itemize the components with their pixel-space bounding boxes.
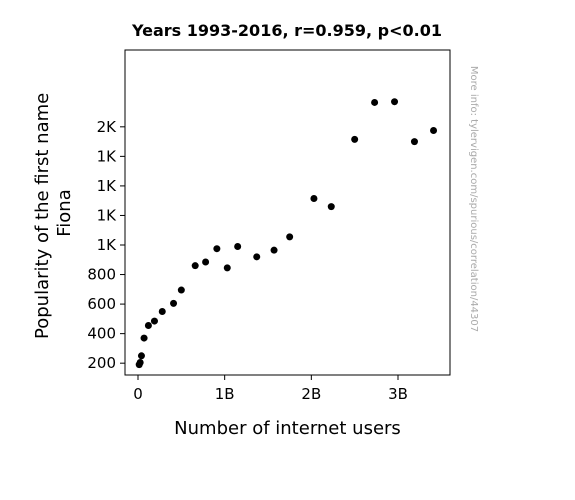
data-point (191, 262, 199, 270)
data-point (371, 98, 379, 106)
data-point (327, 203, 335, 211)
y-axis-title: Popularity of the first name Fiona (32, 87, 75, 339)
y-tick-label: 200 (87, 354, 116, 372)
y-axis: 200 400 600 800 1K 1K 1K 1K 2K (87, 118, 125, 372)
data-point (150, 317, 158, 325)
chart-title: Years 1993-2016, r=0.959, p<0.01 (131, 21, 442, 40)
y-tick-label: 1K (97, 236, 118, 254)
y-tick-label: 1K (97, 206, 118, 224)
y-tick-label: 1K (97, 177, 118, 195)
y-axis-title-line-1: Popularity of the first name (32, 93, 53, 339)
data-points (135, 98, 438, 369)
data-point (140, 334, 148, 342)
y-tick-label: 800 (87, 266, 116, 284)
x-tick-label: 1B (215, 385, 235, 403)
data-point (286, 233, 294, 241)
data-point (177, 286, 185, 294)
data-point (310, 194, 318, 202)
y-tick-label: 400 (87, 325, 116, 343)
data-point (351, 135, 359, 143)
x-axis-title: Number of internet users (174, 418, 401, 439)
data-point (253, 253, 261, 261)
data-point (270, 246, 278, 254)
data-point (410, 138, 418, 146)
data-point (136, 358, 144, 366)
data-point (391, 98, 399, 106)
x-axis: 0 1B 2B 3B (133, 375, 408, 403)
data-point (223, 264, 231, 272)
y-tick-label: 600 (87, 295, 116, 313)
data-point (170, 299, 178, 307)
data-point (144, 322, 152, 330)
data-point (213, 245, 221, 253)
watermark-source-note: More info: tylervigen.com/spurious/corre… (468, 66, 479, 332)
y-tick-label: 1K (97, 147, 118, 165)
data-point (234, 242, 242, 250)
y-axis-title-line-2: Fiona (54, 189, 75, 237)
x-tick-label: 0 (133, 385, 143, 403)
plot-area-frame (124, 49, 451, 376)
data-point (202, 258, 210, 266)
data-point (430, 127, 438, 135)
x-tick-label: 2B (301, 385, 321, 403)
y-tick-label: 2K (97, 118, 118, 136)
data-point (158, 307, 166, 315)
x-tick-label: 3B (388, 385, 408, 403)
data-point (137, 352, 145, 360)
